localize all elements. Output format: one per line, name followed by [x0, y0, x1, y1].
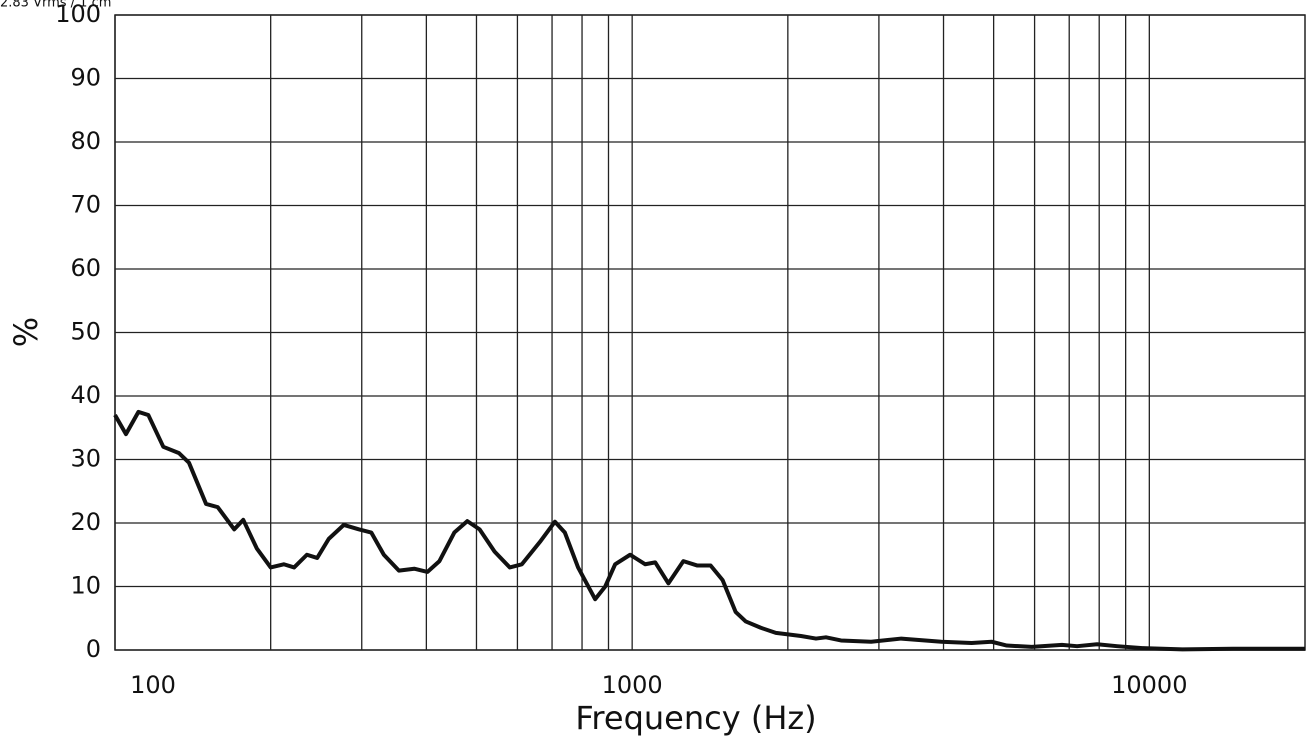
y-tick-label: 80 [70, 127, 101, 155]
x-tick-label: 1000 [602, 671, 663, 699]
y-tick-label: 30 [70, 445, 101, 473]
y-tick-label: 100 [55, 0, 101, 28]
y-tick-label: 0 [86, 635, 101, 663]
x-axis-label: Frequency (Hz) [575, 699, 816, 737]
y-tick-label: 90 [70, 64, 101, 92]
plot-frame [114, 14, 1306, 651]
y-tick-label: 40 [70, 381, 101, 409]
y-tick-label: 50 [70, 318, 101, 346]
data-line [113, 409, 1305, 652]
y-tick-label: 60 [70, 254, 101, 282]
chart-subtitle: 2.83 Vrms / 1 cm [0, 0, 111, 11]
y-axis-label: % [7, 317, 45, 347]
x-tick-label: 100 [130, 671, 176, 699]
x-tick-label: 10000 [1111, 671, 1187, 699]
y-tick-label: 70 [70, 191, 101, 219]
y-tick-label: 20 [70, 508, 101, 536]
y-tick-label: 10 [70, 572, 101, 600]
